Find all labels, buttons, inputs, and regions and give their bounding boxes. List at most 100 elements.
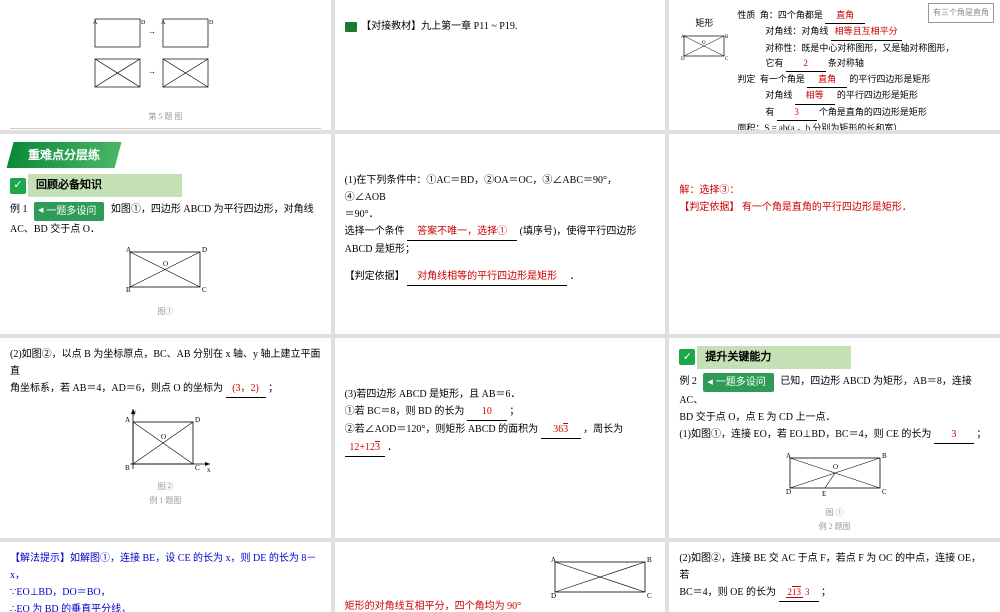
hint-l1: 【解法提示】如解图①，连接 BE，设 CE 的长为 x，则 DE 的长为 8－x… bbox=[10, 550, 321, 584]
q1-line4: ABCD 是矩形； bbox=[345, 241, 656, 258]
svg-text:A: A bbox=[125, 416, 130, 424]
q3-l2post: ； bbox=[509, 406, 519, 417]
small-rect-diagram: AB DC O bbox=[679, 31, 729, 61]
svg-text:x: x bbox=[207, 466, 211, 474]
ex2-q1-ans: 3 bbox=[934, 426, 974, 444]
q2-l2pre: 角坐标系，若 AB＝4，AD＝6，则点 O 的坐标为 bbox=[10, 383, 223, 394]
svg-text:→: → bbox=[148, 67, 156, 76]
figure-5-composite: A D A D → → 第 5 题 图 bbox=[10, 8, 321, 129]
svg-text:→: → bbox=[148, 27, 156, 36]
svg-text:D: D bbox=[141, 20, 146, 26]
svg-text:D: D bbox=[209, 20, 214, 26]
r4c3-l2pre: BC＝4，则 OE 的长为 bbox=[679, 587, 776, 598]
svg-text:C: C bbox=[647, 592, 652, 599]
q3-l3ans: 363 bbox=[541, 421, 581, 439]
hint-l2: ∵EO⊥BD，DO＝BO， bbox=[10, 584, 321, 601]
svg-text:y: y bbox=[133, 408, 137, 416]
r4c3-l1: (2)如图②，连接 BE 交 AC 于点 F，若点 F 为 OC 的中点，连接 … bbox=[679, 550, 990, 584]
svg-text:B: B bbox=[647, 556, 652, 564]
sol-select3: 解：选择③： bbox=[679, 182, 990, 199]
j2-post: 的平行四边形是矩形 bbox=[837, 90, 918, 100]
ex1-fig-label: 图① bbox=[10, 305, 321, 319]
svg-text:A: A bbox=[786, 452, 791, 460]
svg-text:D: D bbox=[202, 246, 207, 254]
svg-text:A: A bbox=[161, 20, 166, 26]
section-title-bar: 重难点分层练 bbox=[10, 142, 321, 168]
r4c3-l2post: ； bbox=[821, 587, 831, 598]
cell-r2c2: (1)在下列条件中：①AC＝BD，②OA＝OC，③∠ABC＝90°，④∠AOB … bbox=[335, 134, 666, 334]
svg-text:B: B bbox=[126, 286, 131, 294]
properties-table: 矩形 AB DC O 性质 角：四个角都是 直角 对角线：对角线 相等且互相平分… bbox=[679, 8, 990, 130]
ex2-fig-label: 图 ① bbox=[679, 506, 990, 520]
j1-pre: 有一个角是 bbox=[760, 74, 805, 84]
q1-line1: (1)在下列条件中：①AC＝BD，②OA＝OC，③∠ABC＝90°，④∠AOB bbox=[345, 172, 656, 206]
sol-basis-label: 【判定依据】 bbox=[679, 202, 739, 213]
q1-basis-post: ． bbox=[570, 271, 580, 282]
r4c3-l2ans: 2133 bbox=[779, 584, 819, 602]
sym-post: 条对称轴 bbox=[828, 58, 864, 68]
r4c2-diagram: A B D C bbox=[545, 554, 655, 599]
svg-text:A: A bbox=[93, 20, 98, 26]
figure-5-caption: 第 5 题 图 bbox=[148, 110, 182, 124]
cell-r4c3: (2)如图②，连接 BE 交 AC 于点 F，若点 F 为 OC 的中点，连接 … bbox=[669, 542, 1000, 612]
q1-l3ans: 答案不唯一，选择① bbox=[407, 223, 517, 241]
cell-r4c1: 【解法提示】如解图①，连接 BE，设 CE 的长为 x，则 DE 的长为 8－x… bbox=[0, 542, 331, 612]
q3-l2ans: 10 bbox=[467, 403, 507, 421]
svg-text:A: A bbox=[126, 246, 131, 254]
check-icon: ✓ bbox=[10, 178, 26, 194]
example-1-label: 例 1 bbox=[10, 204, 28, 215]
complex-diagram: A D A D → → bbox=[85, 14, 245, 104]
q2-l2post: ； bbox=[268, 383, 278, 394]
cell-r3c1: (2)如图②，以点 B 为坐标原点，BC、AB 分别在 x 轴、y 轴上建立平面… bbox=[0, 338, 331, 538]
ex2-body2: BD 交于点 O，点 E 为 CD 上一点． bbox=[679, 409, 990, 426]
j1-ans: 直角 bbox=[807, 72, 847, 88]
q3-l3mid: ，周长为 bbox=[583, 424, 623, 435]
q3-l2pre: ①若 BC＝8，则 BD 的长为 bbox=[345, 406, 465, 417]
svg-text:O: O bbox=[163, 260, 168, 268]
fig2-label: 图② bbox=[10, 480, 321, 494]
example-pill-2: 一题多设问 bbox=[703, 373, 773, 392]
svg-text:C: C bbox=[882, 488, 887, 496]
r4c2-partial-text: 矩形的对角线互相平分，四个角均为 90° bbox=[345, 598, 656, 612]
q1-basis-ans: 对角线相等的平行四边形是矩形 bbox=[407, 268, 567, 286]
q1-basis-label: 【判定依据】 bbox=[345, 271, 405, 282]
ex2-diagram: AB DC OE bbox=[780, 450, 890, 500]
hint-l3: ∴EO 为 BD 的垂直平分线， bbox=[10, 601, 321, 612]
sym-ans: 2 bbox=[786, 56, 826, 72]
example-pill: 一题多设问 bbox=[34, 202, 104, 221]
q3-l3post: ． bbox=[387, 442, 397, 453]
svg-text:D: D bbox=[786, 488, 791, 496]
q1-l3pre: 选择一个条件 bbox=[345, 226, 405, 237]
j2-pre: 对角线 bbox=[765, 90, 792, 100]
prop-sym: 对称性：既是中心对称图形，又是轴对称图形， bbox=[737, 41, 990, 56]
svg-text:O: O bbox=[833, 463, 838, 471]
check-icon-2: ✓ bbox=[679, 349, 695, 365]
svg-text:C: C bbox=[725, 57, 729, 61]
ex1-body2: AC、BD 交于点 O． bbox=[10, 221, 321, 238]
svg-text:O: O bbox=[702, 41, 706, 46]
example-2-label: 例 2 bbox=[679, 376, 697, 387]
svg-text:A: A bbox=[551, 556, 556, 564]
ex2-fig-sublabel: 例 2 题图 bbox=[679, 520, 990, 534]
ans-diag: 相等且互相平分 bbox=[831, 24, 902, 40]
cell-r4c2: A B D C 矩形的对角线互相平分，四个角均为 90° bbox=[335, 542, 666, 612]
sub-header-improve: ✓ 提升关键能力 bbox=[679, 346, 990, 369]
cell-r1c2: 【对接教材】九上第一章 P11 ~ P19. bbox=[335, 0, 666, 130]
sol-basis-text: 有一个角是直角的平行四边形是矩形． bbox=[742, 202, 912, 213]
q1-line2: ＝90°． bbox=[345, 206, 656, 223]
svg-text:C: C bbox=[202, 286, 207, 294]
book-icon bbox=[345, 22, 357, 32]
svg-text:D: D bbox=[551, 592, 556, 599]
svg-text:E: E bbox=[822, 490, 826, 498]
svg-text:D: D bbox=[195, 416, 200, 424]
prop-diag: 对角线：对角线 bbox=[765, 26, 828, 36]
ex2-q1-pre: (1)如图①，连接 EO，若 EO⊥BD，BC＝4，则 CE 的长为 bbox=[679, 429, 931, 440]
ex1-diagram: A D B C O bbox=[120, 244, 210, 299]
fig2-sublabel: 例 1 题图 bbox=[10, 494, 321, 508]
svg-text:D: D bbox=[681, 57, 685, 61]
j3-ans: 3 bbox=[777, 105, 817, 121]
sub-header-text-2: 提升关键能力 bbox=[697, 346, 851, 369]
j3-pre: 有 bbox=[765, 107, 774, 117]
cell-r2c1: 重难点分层练 ✓ 回顾必备知识 例 1 一题多设问 如图①，四边形 ABCD 为… bbox=[0, 134, 331, 334]
sym-pre: 它有 bbox=[765, 58, 783, 68]
